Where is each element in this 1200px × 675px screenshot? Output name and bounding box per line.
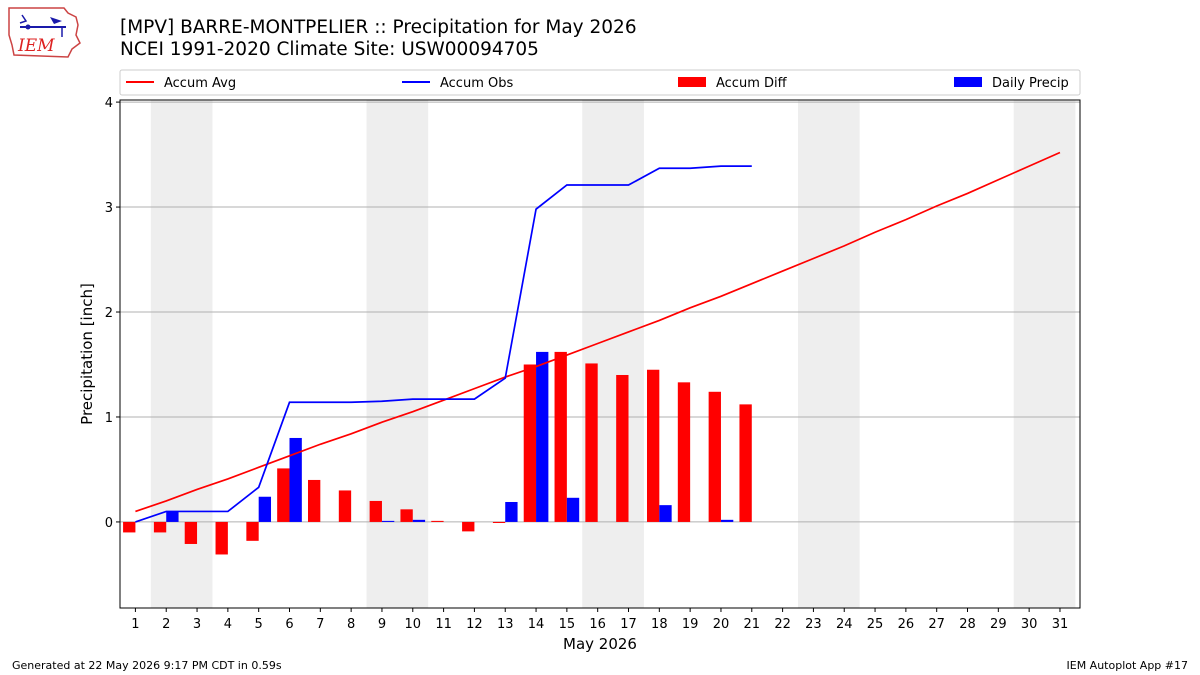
legend-swatch — [678, 77, 706, 87]
legend-label: Accum Diff — [716, 76, 788, 91]
x-axis-label: May 2026 — [563, 635, 637, 653]
x-tick-label: 28 — [959, 617, 976, 632]
x-tick-label: 31 — [1052, 617, 1069, 632]
iem-logo: IEM — [8, 7, 81, 58]
accum-diff-bar — [338, 490, 352, 522]
accum-diff-bar — [616, 374, 629, 522]
x-tick-label: 15 — [559, 617, 576, 632]
accum-diff-bar — [307, 479, 321, 522]
daily-precip-bar — [412, 519, 426, 522]
x-tick-label: 25 — [867, 617, 884, 632]
x-tick-label: 24 — [836, 617, 853, 632]
accum-diff-bar — [646, 369, 660, 522]
x-tick-label: 10 — [405, 617, 422, 632]
x-tick-label: 1 — [131, 617, 139, 632]
daily-precip-bar — [258, 496, 272, 522]
daily-precip-bar — [381, 520, 395, 522]
x-tick-label: 23 — [805, 617, 822, 632]
daily-precip-bar — [505, 501, 518, 522]
legend-label: Daily Precip — [992, 76, 1069, 91]
accum-diff-bar — [277, 468, 290, 522]
x-tick-label: 26 — [898, 617, 915, 632]
chart-title: [MPV] BARRE-MONTPELIER :: Precipitation … — [120, 17, 637, 38]
accum-diff-bar — [153, 521, 167, 533]
y-axis-label: Precipitation [inch] — [78, 283, 96, 425]
weekend-band — [582, 100, 644, 608]
accum-diff-bar — [246, 521, 259, 541]
legend-swatch — [954, 77, 982, 87]
x-tick-label: 7 — [316, 617, 324, 632]
y-axis: 0 1 2 3 4 — [105, 96, 120, 531]
x-tick-label: 12 — [466, 617, 483, 632]
x-tick-label: 13 — [497, 617, 514, 632]
y-tick-label: 2 — [105, 306, 113, 321]
weekend-band — [366, 100, 429, 608]
y-tick-label: 3 — [105, 201, 113, 216]
legend: Accum Avg Accum Obs Accum Diff Daily Precip — [119, 69, 1081, 96]
daily-precip-bar — [720, 519, 734, 522]
x-tick-label: 18 — [651, 617, 668, 632]
x-tick-label: 20 — [713, 617, 730, 632]
accum-diff-bar — [215, 521, 228, 555]
accum-diff-bar — [369, 500, 382, 522]
logo-text: IEM — [17, 36, 55, 56]
accum-diff-bar — [492, 521, 506, 523]
accum-diff-bar — [585, 363, 598, 522]
legend-label: Accum Obs — [440, 76, 513, 91]
accum-diff-bar — [400, 509, 413, 522]
weekend-band — [798, 100, 860, 608]
accum-diff-bar — [184, 521, 198, 544]
x-tick-label: 16 — [589, 617, 606, 632]
accum-diff-bar — [677, 382, 691, 522]
accum-diff-bar — [554, 351, 567, 522]
daily-precip-bar — [566, 497, 580, 522]
x-tick-label: 30 — [1021, 617, 1038, 632]
footer-app: IEM Autoplot App #17 — [1066, 659, 1189, 672]
accum-avg-line — [135, 151, 1061, 513]
accum-diff-bar — [708, 391, 721, 522]
legend-frame — [119, 69, 1081, 96]
x-tick-label: 5 — [255, 617, 263, 632]
accum-diff-bar — [462, 521, 475, 532]
weekend-band — [1013, 100, 1076, 608]
daily-precip-bar — [289, 437, 302, 522]
x-tick-label: 17 — [620, 617, 637, 632]
x-tick-label: 11 — [435, 617, 452, 632]
footer-generated: Generated at 22 May 2026 9:17 PM CDT in … — [12, 659, 282, 672]
y-tick-label: 0 — [105, 516, 113, 531]
x-tick-label: 6 — [285, 617, 293, 632]
y-tick-label: 4 — [105, 96, 113, 111]
x-axis: 1 2 3 4 5 6 7 8 9 10 11 12 13 14 15 16 17 18 19 20 21 22 23 24 2… — [131, 608, 1068, 632]
plot-frame — [119, 99, 1081, 609]
x-tick-label: 29 — [990, 617, 1007, 632]
accum-obs-line — [135, 165, 752, 523]
x-tick-label: 4 — [224, 617, 232, 632]
x-tick-label: 21 — [744, 617, 761, 632]
chart-subtitle: NCEI 1991-2020 Climate Site: USW00094705 — [120, 39, 539, 60]
accum-diff-bar — [739, 404, 752, 522]
x-tick-label: 27 — [928, 617, 945, 632]
x-tick-label: 9 — [378, 617, 386, 632]
daily-precip-bar — [536, 351, 549, 522]
x-tick-label: 2 — [162, 617, 170, 632]
accum-diff-bar — [431, 520, 444, 522]
x-tick-label: 14 — [528, 617, 545, 632]
daily-precip-bar — [659, 505, 672, 522]
x-tick-label: 19 — [682, 617, 699, 632]
lines — [135, 151, 1061, 523]
x-tick-label: 22 — [774, 617, 791, 632]
weekend-bands — [150, 100, 1076, 608]
bars — [123, 351, 752, 555]
legend-label: Accum Avg — [164, 76, 236, 91]
x-tick-label: 3 — [193, 617, 201, 632]
accum-diff-bar — [523, 364, 537, 522]
daily-precip-bar — [166, 511, 179, 522]
x-tick-label: 8 — [347, 617, 355, 632]
y-tick-label: 1 — [105, 411, 113, 426]
accum-diff-bar — [123, 521, 136, 533]
